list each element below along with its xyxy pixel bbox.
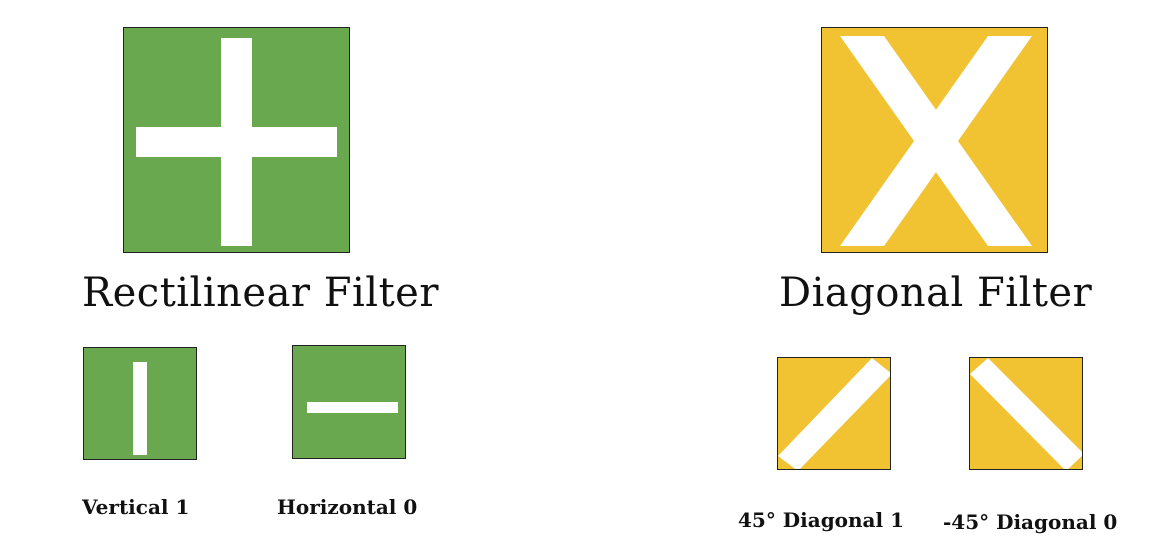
diagonal-45-label: 45° Diagonal 1 bbox=[738, 508, 904, 532]
horizontal-bar bbox=[307, 402, 398, 413]
plus-horizontal-bar bbox=[136, 127, 337, 157]
horizontal-label: Horizontal 0 bbox=[277, 495, 418, 519]
rectilinear-filter-title: Rectilinear Filter bbox=[82, 270, 439, 316]
vertical-filter-symbol bbox=[83, 347, 197, 460]
diagonal-minus45-label: -45° Diagonal 0 bbox=[943, 510, 1118, 534]
horizontal-filter-symbol bbox=[292, 345, 406, 459]
diagonal-filter-title: Diagonal Filter bbox=[779, 270, 1093, 316]
vertical-bar bbox=[133, 362, 147, 455]
rectilinear-filter-symbol bbox=[123, 27, 350, 253]
diagonal-45-filter-symbol bbox=[777, 357, 891, 470]
vertical-label: Vertical 1 bbox=[82, 495, 190, 519]
x-shape bbox=[840, 36, 1032, 246]
diagonal-filter-symbol bbox=[821, 27, 1048, 253]
diagonal-minus45-filter-symbol bbox=[969, 357, 1083, 470]
diagonal-minus45-bar bbox=[970, 358, 1082, 469]
x-stroke-up bbox=[840, 36, 1032, 246]
diagonal-45-bar bbox=[778, 358, 890, 469]
